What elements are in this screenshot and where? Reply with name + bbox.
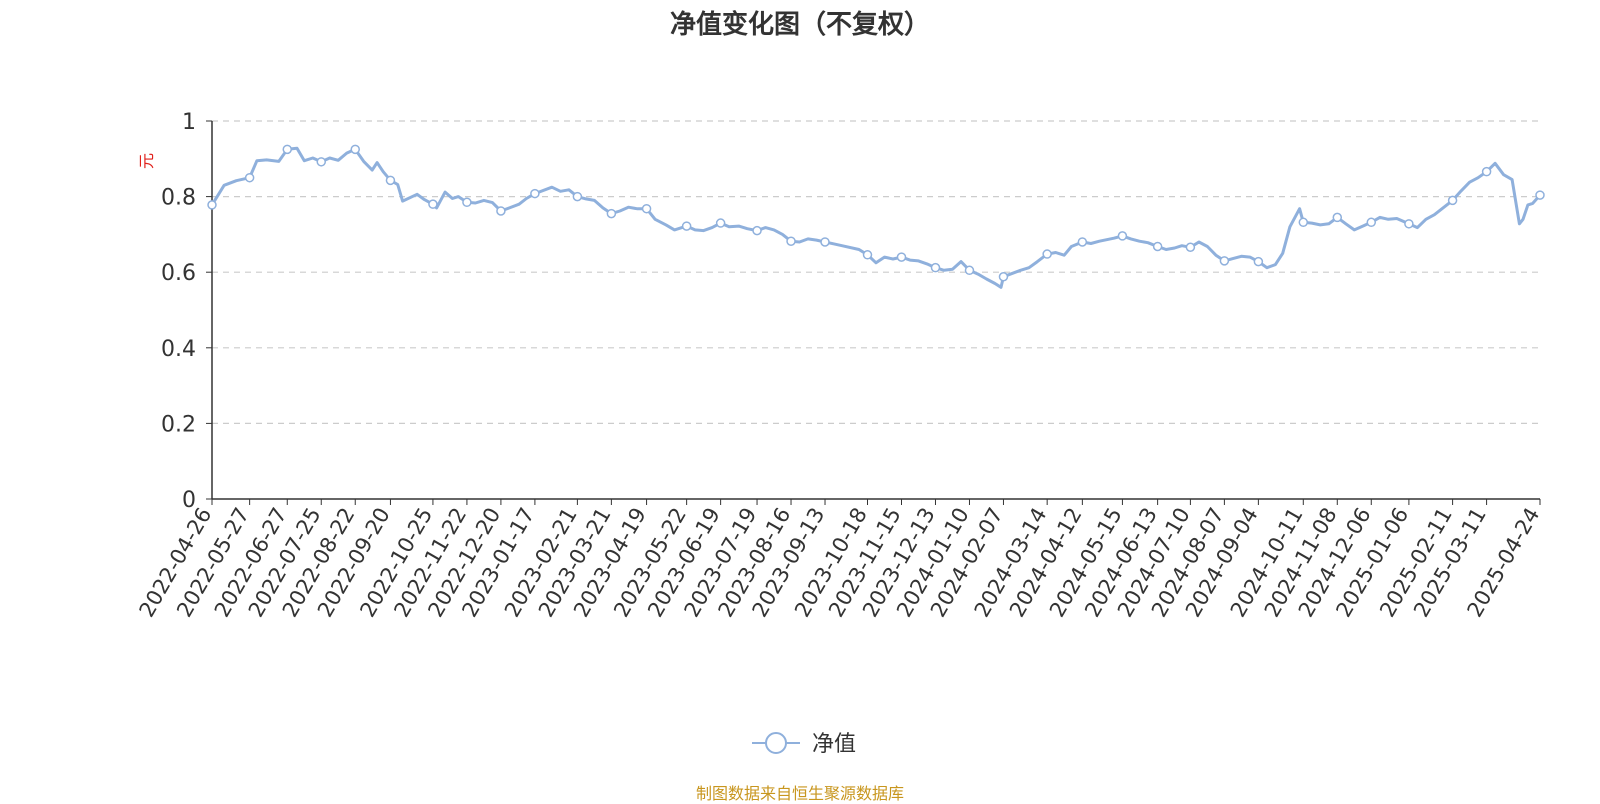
data-point — [681, 221, 692, 231]
y-tick-label: 0.2 — [161, 412, 196, 437]
legend-label: 净值 — [812, 732, 856, 757]
data-point — [930, 262, 941, 273]
data-point — [964, 265, 975, 276]
grid-lines — [212, 120, 1540, 424]
data-point — [282, 144, 293, 155]
series-layer — [207, 144, 1545, 289]
data-point — [350, 144, 360, 155]
data-point — [1366, 217, 1377, 228]
data-point — [1117, 231, 1128, 241]
x-axis-ticks: 2022-04-262022-05-272022-06-272022-07-25… — [135, 499, 1544, 621]
data-point — [641, 203, 652, 214]
data-point — [496, 206, 506, 216]
data-point — [572, 191, 583, 202]
chart-title: 净值变化图（不复权） — [669, 10, 930, 40]
y-tick-label: 0.6 — [161, 261, 196, 286]
data-point — [1077, 237, 1088, 247]
y-tick-label: 0.4 — [161, 337, 196, 362]
data-point — [786, 236, 796, 246]
y-axis-ticks: 0 0.2 0.4 0.6 0.8 1 — [161, 110, 212, 513]
data-point — [244, 172, 255, 183]
legend[interactable]: 净值 — [752, 732, 856, 757]
data-point — [1185, 242, 1196, 253]
data-point — [1042, 249, 1052, 259]
data-point — [462, 197, 472, 208]
y-tick-label: 1 — [182, 110, 196, 135]
data-point — [862, 250, 873, 260]
data-point — [530, 188, 540, 199]
data-point — [207, 200, 217, 210]
data-point — [1535, 190, 1545, 200]
data-point — [752, 225, 762, 236]
source-note: 制图数据来自恒生聚源数据库 — [695, 784, 904, 803]
data-point — [820, 237, 830, 247]
data-point — [606, 208, 617, 219]
y-tick-label: 0 — [182, 488, 196, 513]
data-point — [1152, 241, 1163, 252]
axes — [211, 121, 1540, 500]
data-point — [1404, 219, 1414, 229]
data-point — [1219, 256, 1230, 266]
data-point — [1481, 166, 1492, 177]
data-point — [1332, 212, 1343, 223]
y-axis-label: 元 — [137, 153, 156, 169]
data-point — [316, 157, 327, 167]
data-point — [1447, 195, 1458, 206]
data-point — [715, 218, 726, 228]
data-point — [1298, 217, 1309, 228]
data-point — [428, 199, 438, 209]
legend-marker-icon — [765, 732, 787, 754]
data-point — [385, 175, 396, 186]
y-tick-label: 0.8 — [161, 186, 196, 211]
data-point — [998, 271, 1009, 282]
data-point — [896, 252, 907, 262]
data-point — [1253, 256, 1264, 267]
